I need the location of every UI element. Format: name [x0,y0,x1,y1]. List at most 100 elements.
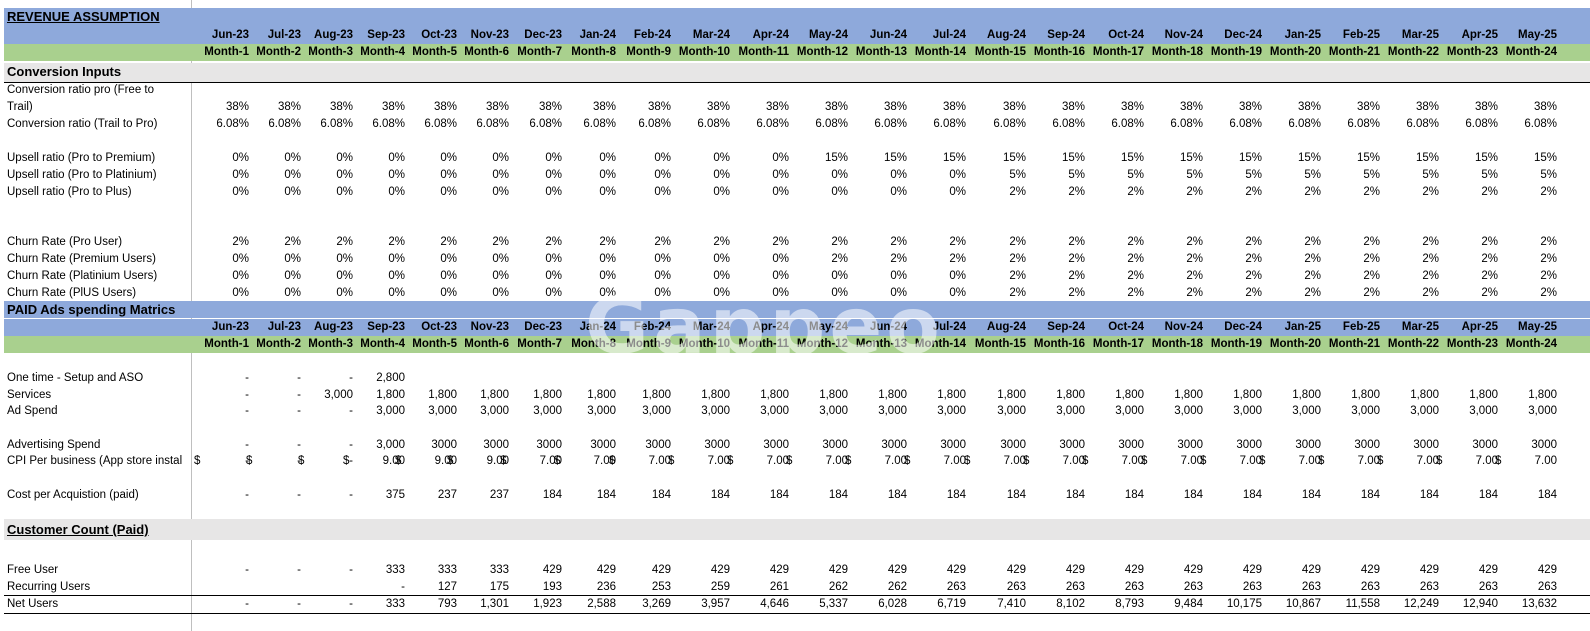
cpa-cell[interactable]: 184 [1537,489,1557,501]
churn-cell[interactable]: 0% [440,253,457,265]
churn-cell[interactable]: 2% [1540,287,1557,299]
month-header-cell[interactable]: Sep-24 [1047,29,1085,41]
customer-cell[interactable]: 429 [710,564,730,576]
customer-label[interactable]: Recurring Users [7,580,91,593]
cpa-cell[interactable]: - [349,489,353,501]
upsell-cell[interactable]: 0% [336,169,353,181]
upsell-cell[interactable]: 5% [1009,169,1026,181]
customer-cell[interactable]: 263 [1242,580,1262,593]
churn-cell[interactable]: 0% [713,253,730,265]
conversion-trail-cell[interactable]: 6.08% [216,118,249,130]
churn-cell[interactable]: 2% [1304,270,1321,282]
paid-cell[interactable]: 1,800 [642,388,671,401]
churn-cell[interactable]: 0% [388,253,405,265]
paid-month-number-cell[interactable]: Month-21 [1328,338,1380,350]
paid-cell[interactable]: 3,000 [1410,405,1439,417]
churn-cell[interactable]: 2% [1540,253,1557,265]
churn-cell[interactable]: 0% [284,253,301,265]
upsell-label[interactable]: Upsell ratio (Pro to Platinium) [7,169,157,181]
upsell-cell[interactable]: 0% [713,186,730,198]
cpa-cell[interactable]: 184 [1006,489,1026,501]
paid-cell[interactable]: 3,000 [533,405,562,417]
month-number-cell[interactable]: Month-3 [308,46,353,58]
net-users-cell[interactable]: 13,632 [1521,598,1557,610]
upsell-cell[interactable]: 0% [232,186,249,198]
upsell-cell[interactable]: 0% [654,186,671,198]
upsell-cell[interactable]: 0% [890,169,907,181]
customer-cell[interactable]: 429 [1301,564,1321,576]
upsell-cell[interactable]: 2% [1009,186,1026,198]
customer-count-heading[interactable]: Customer Count (Paid) [7,522,149,537]
conversion-pro-cell[interactable]: 38% [1297,101,1321,113]
conversion-trail-cell[interactable]: 6.08% [1288,118,1321,130]
conversion-trail-cell[interactable]: 6.08% [815,118,848,130]
conversion-trail-cell[interactable]: 6.08% [476,118,509,130]
upsell-cell[interactable]: 0% [492,152,509,164]
churn-cell[interactable]: 0% [440,287,457,299]
month-number-cell[interactable]: Month-10 [678,46,730,58]
advertising-spend-cell[interactable]: 3000 [1531,439,1557,451]
upsell-cell[interactable]: 0% [599,169,616,181]
churn-cell[interactable]: 2% [1068,236,1085,248]
month-header-cell[interactable]: Feb-25 [1342,29,1380,41]
churn-cell[interactable]: 2% [545,236,562,248]
net-users-cell[interactable]: 6,719 [937,598,966,610]
conversion-pro-cell[interactable]: 38% [592,101,616,113]
cpa-cell[interactable]: - [297,489,301,501]
paid-cell[interactable] [1501,370,1557,387]
upsell-cell[interactable]: 5% [1127,169,1144,181]
churn-cell[interactable]: 2% [772,236,789,248]
conversion-pro-cell[interactable]: 38% [329,101,353,113]
churn-label[interactable]: Churn Rate (PlUS Users) [7,287,137,299]
upsell-cell[interactable]: 0% [949,186,966,198]
month-number-cell[interactable]: Month-6 [464,46,509,58]
conversion-pro-cell[interactable]: 38% [1120,101,1144,113]
month-header-cell[interactable]: Sep-23 [367,29,405,41]
upsell-cell[interactable]: 2% [1186,186,1203,198]
net-users-cell[interactable]: 10,175 [1226,598,1262,610]
paid-month-header-cell[interactable]: Aug-24 [987,321,1026,333]
customer-cell[interactable]: 263 [1301,580,1321,593]
paid-month-number-cell[interactable]: Month-12 [796,338,848,350]
paid-cell[interactable]: 3,000 [587,405,616,417]
upsell-cell[interactable]: 2% [1068,186,1085,198]
cpi-cell[interactable]: 7.00 [943,455,966,467]
conversion-pro-cell[interactable]: 38% [381,101,405,113]
month-number-cell[interactable]: Month-18 [1151,46,1203,58]
paid-cell[interactable]: 1,800 [533,388,562,401]
upsell-cell[interactable]: 15% [1415,152,1439,164]
paid-cell[interactable]: 1,800 [1233,388,1262,401]
churn-cell[interactable]: 2% [1186,253,1203,265]
paid-cell[interactable] [506,370,562,387]
conversion-trail-cell[interactable]: 6.08% [1347,118,1380,130]
paid-cell[interactable]: 3,000 [1056,405,1085,417]
paid-month-number-cell[interactable]: Month-5 [412,338,457,350]
churn-cell[interactable]: 2% [949,253,966,265]
upsell-cell[interactable]: 0% [492,186,509,198]
paid-cell[interactable]: 3,000 [480,405,509,417]
net-users-cell[interactable]: 1,923 [533,598,562,610]
churn-cell[interactable]: 2% [890,236,907,248]
advertising-spend-cell[interactable]: 3000 [590,439,616,451]
cpi-cell[interactable]: 7.00 [1475,455,1498,467]
net-users-cell[interactable]: 3,957 [701,598,730,610]
churn-cell[interactable]: 0% [599,287,616,299]
customer-cell[interactable]: 127 [437,580,457,593]
churn-cell[interactable]: 0% [831,287,848,299]
customer-cell[interactable]: 429 [769,564,789,576]
upsell-cell[interactable]: 5% [1481,169,1498,181]
paid-month-number-cell[interactable]: Month-11 [738,338,789,350]
month-header-cell[interactable]: May-25 [1518,29,1557,41]
churn-cell[interactable]: 0% [232,270,249,282]
paid-month-header-cell[interactable]: Sep-24 [1047,321,1085,333]
paid-cell[interactable] [792,370,848,387]
customer-cell[interactable]: - [245,564,249,576]
conversion-pro-cell[interactable]: 38% [1002,101,1026,113]
customer-cell[interactable]: 429 [1065,564,1085,576]
paid-cell[interactable]: 3,000 [878,405,907,417]
conversion-trail-cell[interactable]: 6.08% [583,118,616,130]
upsell-cell[interactable]: 0% [713,152,730,164]
upsell-cell[interactable]: 0% [890,186,907,198]
upsell-cell[interactable]: 0% [831,169,848,181]
paid-cell[interactable]: 3,000 [642,405,671,417]
